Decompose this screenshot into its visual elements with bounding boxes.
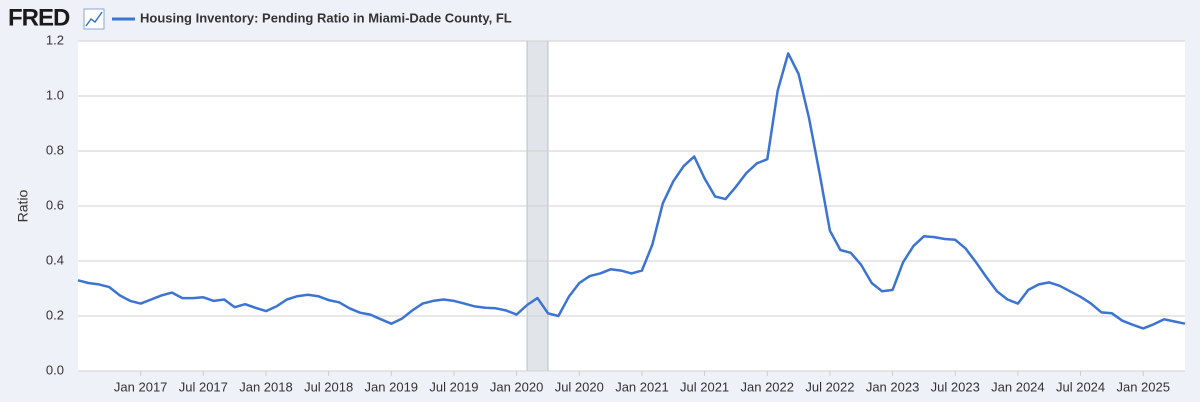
y-tick-label: 0.0 <box>46 362 64 377</box>
x-tick-label: Jul 2019 <box>429 379 478 394</box>
x-tick-label: Jul 2021 <box>680 379 729 394</box>
x-tick-label: Jul 2017 <box>179 379 228 394</box>
legend-label: Housing Inventory: Pending Ratio in Miam… <box>140 10 512 25</box>
x-tick-label: Jul 2020 <box>555 379 604 394</box>
x-tick-label: Jan 2021 <box>615 379 669 394</box>
y-tick-label: 1.2 <box>46 32 64 47</box>
x-tick-label: Jan 2025 <box>1116 379 1170 394</box>
logo-icon <box>83 8 105 30</box>
y-tick-label: 0.8 <box>46 142 64 157</box>
y-tick-label: 1.0 <box>46 87 64 102</box>
x-tick-label: Jan 2024 <box>991 379 1045 394</box>
x-tick-label: Jan 2018 <box>239 379 293 394</box>
x-tick-label: Jan 2023 <box>866 379 920 394</box>
x-tick-label: Jan 2020 <box>490 379 544 394</box>
x-tick-label: Jan 2017 <box>114 379 168 394</box>
x-tick-label: Jan 2022 <box>741 379 795 394</box>
data-line <box>77 52 1186 330</box>
y-axis-label: Ratio <box>15 189 31 222</box>
logo: FRED <box>8 4 70 31</box>
x-tick-label: Jul 2023 <box>931 379 980 394</box>
x-tick-label: Jan 2019 <box>365 379 419 394</box>
x-tick-label: Jul 2022 <box>805 379 854 394</box>
y-tick-label: 0.4 <box>46 252 64 267</box>
y-tick-label: 0.2 <box>46 307 64 322</box>
x-tick-label: Jul 2024 <box>1056 379 1105 394</box>
y-tick-label: 0.6 <box>46 197 64 212</box>
x-tick-label: Jul 2018 <box>304 379 353 394</box>
